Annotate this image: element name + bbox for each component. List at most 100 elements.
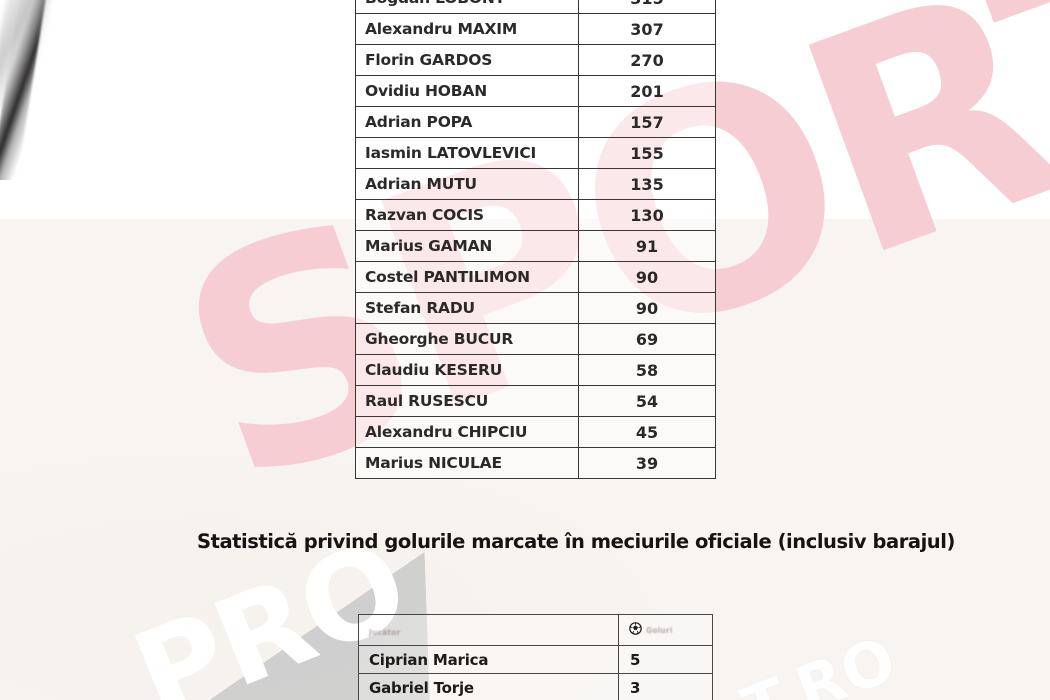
player-value-cell: 39 — [578, 447, 716, 479]
player-name-cell: Bogdan LOBONT — [355, 0, 579, 14]
player-name-cell: Alexandru CHIPCIU — [355, 416, 579, 448]
table-row: Bogdan LOBONT 315 — [355, 0, 716, 14]
player-value-cell: 315 — [578, 0, 716, 14]
player-name: Razvan COCIS — [365, 206, 484, 224]
player-name-cell: Claudiu KESERU — [355, 354, 579, 386]
table-row: Ovidiu HOBAN 201 — [355, 75, 716, 107]
player-value-cell: 130 — [578, 199, 716, 231]
player-value: 315 — [630, 0, 663, 8]
player-value-cell: 157 — [578, 106, 716, 138]
table-row: Alexandru CHIPCIU 45 — [355, 416, 716, 448]
player-name: Florin GARDOS — [365, 51, 493, 69]
goals-player-name-cell: Ciprian Marica — [358, 645, 619, 674]
player-name: Alexandru MAXIM — [365, 20, 518, 38]
goals-count-cell: 5 — [618, 645, 713, 674]
player-name-cell: Costel PANTILIMON — [355, 261, 579, 293]
goals-table-header-row: Jucător — [358, 614, 713, 646]
player-name: Ovidiu HOBAN — [365, 82, 487, 100]
player-value-cell: 307 — [578, 13, 716, 45]
table-row: Stefan RADU 90 — [355, 292, 716, 324]
player-value: 69 — [635, 329, 659, 349]
goals-header-goals-cell: Goluri — [618, 614, 713, 646]
player-name-cell: Adrian POPA — [355, 106, 579, 138]
minutes-table: Bogdan LOBONT 315 Alexandru MAXIM 307 Fl… — [355, 0, 716, 479]
player-name: Alexandru CHIPCIU — [365, 423, 528, 441]
player-name-cell: Razvan COCIS — [355, 199, 579, 231]
goals-player-name: Gabriel Torje — [369, 678, 474, 697]
goals-count: 5 — [630, 650, 641, 669]
table-row: Razvan COCIS 130 — [355, 199, 716, 231]
goals-player-name-cell: Gabriel Torje — [358, 673, 619, 700]
section-caption: Statistică privind golurile marcate în m… — [197, 530, 955, 553]
goals-header-goals-label: Goluri — [646, 625, 673, 635]
player-name-cell: Marius GAMAN — [355, 230, 579, 262]
player-value-cell: 135 — [578, 168, 716, 200]
goals-header-player-label: Jucător — [369, 628, 401, 637]
player-name: Bogdan LOBONT — [365, 0, 505, 7]
player-value-cell: 155 — [578, 137, 716, 169]
table-row: Ciprian Marica 5 — [358, 645, 713, 674]
player-name-cell: Alexandru MAXIM — [355, 13, 579, 45]
table-row: Gheorghe BUCUR 69 — [355, 323, 716, 355]
player-value-cell: 69 — [578, 323, 716, 355]
player-value: 155 — [630, 143, 664, 163]
table-row: Raul RUSESCU 54 — [355, 385, 716, 417]
player-name: Gheorghe BUCUR — [365, 330, 514, 348]
player-value: 91 — [635, 236, 659, 256]
player-value: 54 — [635, 391, 659, 411]
player-value: 130 — [630, 205, 664, 225]
table-row: Adrian POPA 157 — [355, 106, 716, 138]
player-value-cell: 90 — [578, 292, 716, 324]
minutes-table-body: Bogdan LOBONT 315 Alexandru MAXIM 307 Fl… — [355, 0, 716, 479]
goals-player-name: Ciprian Marica — [369, 650, 489, 669]
player-value-cell: 45 — [578, 416, 716, 448]
player-value: 135 — [630, 174, 664, 194]
goals-table: Jucător — [358, 614, 713, 700]
table-row: Marius NICULAE 39 — [355, 447, 716, 479]
table-row: Adrian MUTU 135 — [355, 168, 716, 200]
player-name-cell: Gheorghe BUCUR — [355, 323, 579, 355]
player-value: 201 — [630, 81, 664, 101]
goals-count: 3 — [630, 678, 641, 697]
table-row: Iasmin LATOVLEVICI 155 — [355, 137, 716, 169]
player-value-cell: 91 — [578, 230, 716, 262]
goals-count-cell: 3 — [618, 673, 713, 700]
player-value: 90 — [635, 267, 659, 287]
player-name: Iasmin LATOVLEVICI — [365, 144, 537, 162]
player-value-cell: 270 — [578, 44, 716, 76]
player-name: Costel PANTILIMON — [365, 268, 530, 286]
player-value: 307 — [630, 19, 664, 39]
player-value-cell: 90 — [578, 261, 716, 293]
player-name-cell: Iasmin LATOVLEVICI — [355, 137, 579, 169]
player-name-cell: Ovidiu HOBAN — [355, 75, 579, 107]
player-value: 58 — [635, 360, 659, 380]
table-row: Marius GAMAN 91 — [355, 230, 716, 262]
player-value: 45 — [635, 422, 659, 442]
player-name: Raul RUSESCU — [365, 392, 489, 410]
table-row: Florin GARDOS 270 — [355, 44, 716, 76]
table-row: Claudiu KESERU 58 — [355, 354, 716, 386]
player-value: 270 — [630, 50, 664, 70]
table-row: Gabriel Torje 3 — [358, 673, 713, 700]
player-name-cell: Raul RUSESCU — [355, 385, 579, 417]
player-name-cell: Adrian MUTU — [355, 168, 579, 200]
player-name: Adrian POPA — [365, 113, 473, 131]
goals-table-body: Jucător — [358, 614, 713, 700]
player-name: Marius NICULAE — [365, 454, 502, 472]
table-row: Costel PANTILIMON 90 — [355, 261, 716, 293]
table-row: Alexandru MAXIM 307 — [355, 13, 716, 45]
player-value: 90 — [635, 298, 659, 318]
player-name: Adrian MUTU — [365, 175, 477, 193]
player-name-cell: Stefan RADU — [355, 292, 579, 324]
player-name: Marius GAMAN — [365, 237, 493, 255]
soccer-ball-icon — [629, 621, 642, 639]
goals-header-player-cell: Jucător — [358, 614, 619, 646]
player-value-cell: 201 — [578, 75, 716, 107]
player-name: Claudiu KESERU — [365, 361, 503, 379]
player-value-cell: 58 — [578, 354, 716, 386]
player-name: Stefan RADU — [365, 299, 475, 317]
player-name-cell: Florin GARDOS — [355, 44, 579, 76]
player-value-cell: 54 — [578, 385, 716, 417]
player-value: 157 — [630, 112, 664, 132]
